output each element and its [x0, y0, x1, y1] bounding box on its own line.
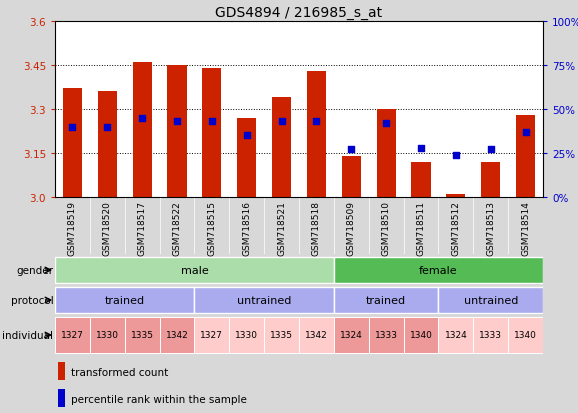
Text: 1335: 1335 — [270, 331, 293, 339]
Text: GSM718509: GSM718509 — [347, 200, 356, 255]
Text: 1335: 1335 — [131, 331, 154, 339]
Point — [381, 121, 391, 127]
Bar — [229, 317, 264, 353]
Bar — [202, 69, 221, 197]
Text: GSM718515: GSM718515 — [208, 200, 216, 255]
Text: GSM718520: GSM718520 — [103, 200, 112, 255]
Text: 1327: 1327 — [201, 331, 223, 339]
Point — [68, 124, 77, 131]
Bar — [376, 110, 396, 197]
Bar — [403, 317, 439, 353]
Point — [208, 119, 217, 125]
Bar — [481, 162, 501, 197]
Text: GSM718510: GSM718510 — [381, 200, 391, 255]
Text: 1330: 1330 — [96, 331, 119, 339]
Bar — [194, 317, 229, 353]
Bar — [55, 287, 194, 313]
Text: individual: individual — [2, 330, 53, 340]
Text: protocol: protocol — [10, 295, 53, 305]
Bar — [194, 287, 334, 313]
Bar — [446, 195, 465, 197]
Text: 1333: 1333 — [375, 331, 398, 339]
Bar — [439, 287, 543, 313]
Bar — [439, 317, 473, 353]
Bar — [55, 317, 90, 353]
Bar — [272, 98, 291, 197]
Point — [103, 124, 112, 131]
Point — [451, 152, 461, 159]
Point — [312, 119, 321, 125]
Bar — [516, 116, 535, 197]
Point — [277, 119, 286, 125]
Point — [521, 129, 530, 136]
Point — [416, 145, 425, 152]
Text: GSM718518: GSM718518 — [312, 200, 321, 255]
Bar — [508, 317, 543, 353]
Text: GSM718517: GSM718517 — [138, 200, 147, 255]
Text: untrained: untrained — [237, 295, 291, 305]
Text: untrained: untrained — [464, 295, 518, 305]
Text: 1342: 1342 — [305, 331, 328, 339]
Text: GSM718521: GSM718521 — [277, 200, 286, 255]
Text: trained: trained — [366, 295, 406, 305]
Text: 1342: 1342 — [166, 331, 188, 339]
Bar — [264, 317, 299, 353]
Text: male: male — [180, 266, 208, 275]
Bar — [125, 317, 160, 353]
Text: female: female — [419, 266, 458, 275]
Bar — [299, 317, 334, 353]
Bar — [168, 66, 187, 197]
Text: 1324: 1324 — [340, 331, 362, 339]
Text: GSM718514: GSM718514 — [521, 200, 530, 255]
Text: 1340: 1340 — [410, 331, 432, 339]
Bar — [334, 317, 369, 353]
Text: GSM718511: GSM718511 — [417, 200, 425, 255]
Bar — [412, 162, 431, 197]
Text: 1340: 1340 — [514, 331, 537, 339]
Text: 1333: 1333 — [479, 331, 502, 339]
Bar — [98, 92, 117, 197]
Bar — [334, 257, 543, 283]
Point — [138, 115, 147, 122]
Text: trained: trained — [105, 295, 144, 305]
Bar — [342, 157, 361, 197]
Bar — [369, 317, 403, 353]
Point — [486, 147, 495, 153]
Text: 1330: 1330 — [235, 331, 258, 339]
Bar — [132, 63, 152, 197]
Bar — [237, 119, 256, 197]
Text: GSM718512: GSM718512 — [451, 200, 460, 255]
Point — [347, 147, 356, 153]
Bar — [307, 72, 326, 197]
Text: gender: gender — [16, 266, 53, 275]
Point — [242, 133, 251, 139]
Bar — [473, 317, 508, 353]
Text: percentile rank within the sample: percentile rank within the sample — [71, 394, 246, 404]
Bar — [55, 257, 334, 283]
Text: GDS4894 / 216985_s_at: GDS4894 / 216985_s_at — [216, 6, 383, 20]
Text: 1327: 1327 — [61, 331, 84, 339]
Bar — [160, 317, 194, 353]
Bar — [58, 389, 65, 407]
Bar — [63, 89, 82, 197]
Bar — [58, 362, 65, 380]
Bar — [90, 317, 125, 353]
Text: GSM718516: GSM718516 — [242, 200, 251, 255]
Point — [172, 119, 181, 125]
Text: transformed count: transformed count — [71, 367, 168, 377]
Text: GSM718513: GSM718513 — [486, 200, 495, 255]
Text: GSM718522: GSM718522 — [172, 200, 181, 255]
Text: 1324: 1324 — [444, 331, 467, 339]
Text: GSM718519: GSM718519 — [68, 200, 77, 255]
Bar — [334, 287, 439, 313]
